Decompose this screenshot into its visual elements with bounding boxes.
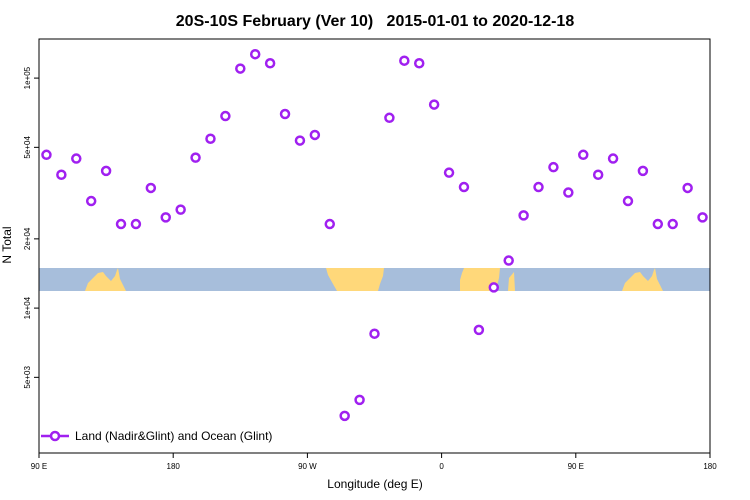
legend-circle-marker [49,430,61,442]
data-point [473,324,485,336]
data-point [637,165,649,177]
y-tick-label: 5e+03 [23,366,32,389]
data-point [458,181,470,193]
x-tick-label: 0 [439,462,444,471]
data-point [190,152,201,163]
land-ocean-strip [39,268,710,291]
data-point [592,169,604,180]
data-points [41,48,708,422]
data-point [264,58,276,69]
data-point [384,112,395,124]
data-point [309,129,321,141]
x-tick-label: 180 [703,462,717,471]
land-south-america [326,268,384,291]
land-madagascar [508,272,515,291]
y-tick-label: 1e+05 [23,66,32,89]
data-point [682,182,693,194]
data-point [145,182,157,194]
data-point [563,187,574,198]
data-point [354,394,365,406]
x-tick-label: 90 E [31,462,47,471]
data-point [548,161,559,173]
data-point [294,135,306,146]
data-point [697,212,708,223]
data-point [220,110,231,122]
data-point [413,58,425,69]
data-point [115,218,127,230]
data-point [175,204,186,215]
data-point [85,195,97,207]
data-point [369,328,380,339]
land-australia-right [622,268,663,291]
data-point [399,55,410,66]
data-point [488,282,500,293]
x-axis-label: Longitude (deg E) [327,477,422,491]
data-point [41,149,52,161]
y-tick-label: 2e+04 [23,227,32,250]
data-point [652,218,664,230]
data-point [324,218,336,230]
data-point [205,133,216,144]
data-point [622,195,634,207]
data-point [130,218,142,230]
x-tick-label: 180 [167,462,181,471]
data-point [249,48,261,60]
x-tick-label: 90 E [568,462,584,471]
data-point [667,218,678,230]
y-tick-label: 1e+04 [23,296,32,319]
data-point [518,210,529,221]
data-point [443,167,455,178]
data-point [607,153,619,164]
legend-label: Land (Nadir&Glint) and Ocean (Glint) [75,429,272,443]
data-point [578,149,589,161]
y-axis: 1e+05 5e+04 2e+04 1e+04 5e+03 [23,66,39,389]
y-tick-label: 5e+04 [23,136,32,159]
x-tick-label: 90 W [298,462,317,471]
data-point [235,63,246,74]
chart-title: 20S-10S February (Ver 10) 2015-01-01 to … [176,13,575,30]
data-point [100,165,112,177]
land-australia-left [85,268,126,291]
data-point [71,153,82,164]
legend: Land (Nadir&Glint) and Ocean (Glint) [41,429,272,443]
data-point [428,99,440,110]
plot-frame [38,38,711,454]
data-point [533,181,544,193]
y-axis-label: N Total [0,226,14,263]
data-point [160,212,171,223]
data-point [279,108,291,120]
data-point [339,410,350,422]
data-point [503,255,514,266]
data-point [56,169,67,180]
x-axis: 90 E 180 90 W 0 90 E 180 [31,453,717,471]
